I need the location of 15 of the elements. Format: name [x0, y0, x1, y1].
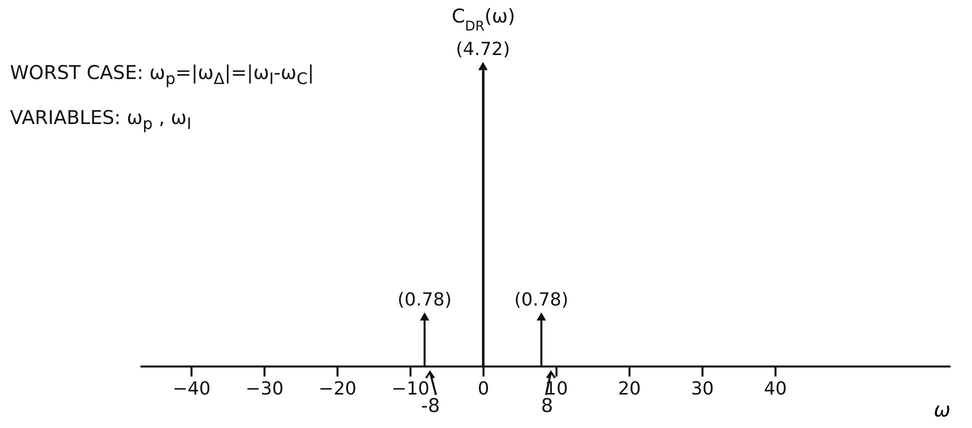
- data-label: (0.78): [514, 289, 568, 310]
- x-tick-label: 30: [690, 378, 714, 400]
- x-tick-label: 20: [618, 378, 641, 400]
- y-axis-title: C$_{DR}$(ω): [452, 6, 516, 34]
- data-label: (0.78): [398, 289, 452, 310]
- x-tick-label: −30: [246, 378, 284, 400]
- text: 8: [541, 395, 554, 417]
- data-label: (4.72): [456, 39, 510, 60]
- x-tick-label: −20: [318, 378, 357, 400]
- x-axis-title: ω: [934, 398, 950, 422]
- text: WORST CASE: ω$_{p}$=|ω$_{Δ}$|=|ω$_{I}$-ω$_{C}$|: [10, 62, 314, 88]
- x-tick-label: 40: [764, 378, 787, 400]
- annotation: VARIABLES: ω$_{p}$ , ω$_{I}$: [10, 107, 192, 133]
- x-tick-label: 0: [478, 378, 490, 400]
- x-tick-label: −40: [172, 378, 211, 400]
